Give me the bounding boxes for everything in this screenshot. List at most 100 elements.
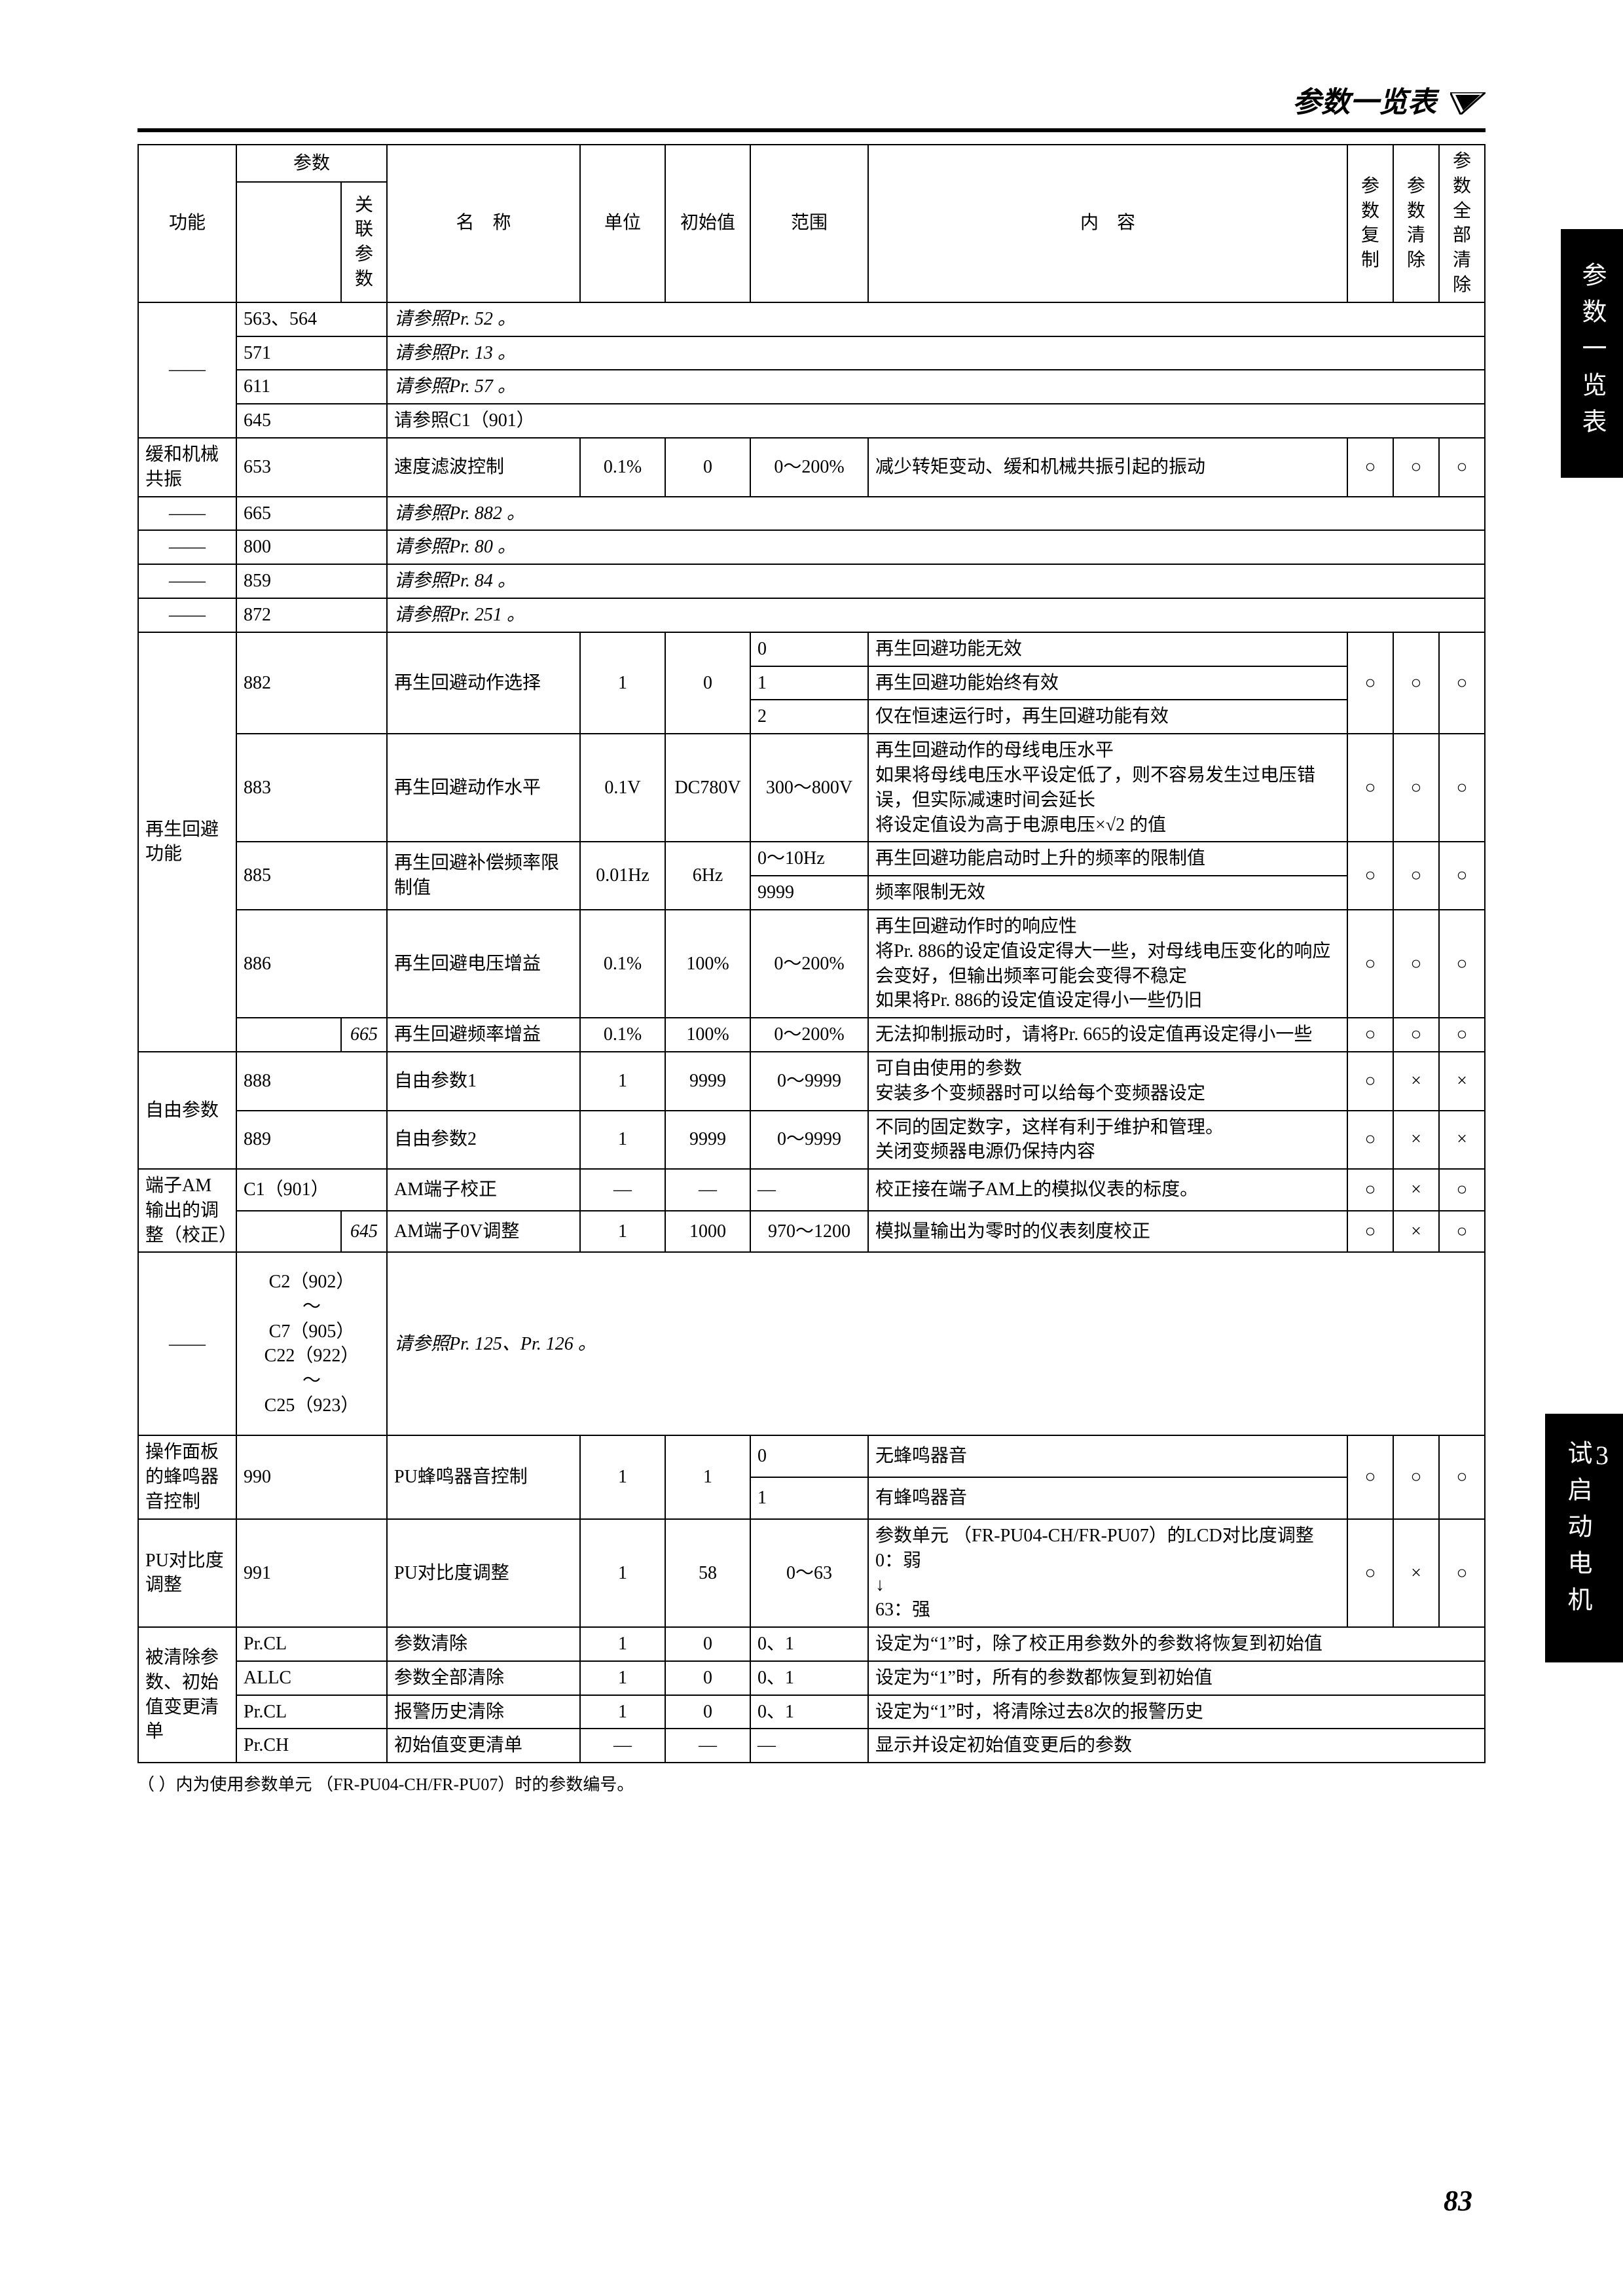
range-cell: — (750, 1729, 868, 1763)
param-cell: C1（901） (236, 1169, 387, 1211)
clr-cell: ○ (1393, 438, 1439, 497)
func-cell: 被清除参数、初始值变更清单 (138, 1627, 236, 1763)
func-cell: —— (138, 497, 236, 531)
th-init: 初始值 (665, 145, 750, 302)
clr-cell: ○ (1393, 910, 1439, 1018)
table-row: —— 563、564 请参照Pr. 52 。 (138, 302, 1485, 336)
th-param-blank (236, 182, 341, 302)
table-row: 665 再生回避频率增益 0.1% 100% 0～200% 无法抑制振动时，请将… (138, 1018, 1485, 1052)
desc-cell: 仅在恒速运行时，再生回避功能有效 (868, 700, 1347, 734)
ref-cell: 请参照Pr. 57 。 (387, 370, 1485, 404)
name-cell: 自由参数1 (387, 1052, 580, 1111)
desc-cell: 设定为“1”时，将清除过去8次的报警历史 (868, 1695, 1485, 1729)
rel-cell: 665 (341, 1018, 387, 1052)
th-rel: 关联参数 (341, 182, 387, 302)
desc-cell: 设定为“1”时，所有的参数都恢复到初始值 (868, 1661, 1485, 1695)
th-unit: 单位 (580, 145, 665, 302)
param-cell: Pr.CL (236, 1627, 387, 1661)
range-cell: 0～10Hz (750, 842, 868, 876)
th-name: 名 称 (387, 145, 580, 302)
copy-cell: ○ (1347, 1052, 1393, 1111)
param-cell (236, 1018, 341, 1052)
range-cell: 0～200% (750, 910, 868, 1018)
range-cell: 0、1 (750, 1695, 868, 1729)
desc-cell: 参数单元 （FR-PU04-CH/FR-PU07）的LCD对比度调整 0：弱 ↓… (868, 1519, 1347, 1627)
header-title-text: 参数一览表 (1292, 86, 1436, 118)
desc-cell: 不同的固定数字，这样有利于维护和管理。 关闭变频器电源仍保持内容 (868, 1111, 1347, 1170)
func-cell: —— (138, 1252, 236, 1435)
func-cell: 缓和机械共振 (138, 438, 236, 497)
init-cell: 9999 (665, 1052, 750, 1111)
param-cell: ALLC (236, 1661, 387, 1695)
unit-cell: 1 (580, 1111, 665, 1170)
aclr-cell: ○ (1439, 842, 1485, 910)
range-cell: 0、1 (750, 1661, 868, 1695)
unit-cell: 0.1% (580, 910, 665, 1018)
unit-cell: 0.1% (580, 1018, 665, 1052)
init-cell: 100% (665, 1018, 750, 1052)
desc-cell: 校正接在端子AM上的模拟仪表的标度。 (868, 1169, 1347, 1211)
clr-cell: × (1393, 1169, 1439, 1211)
range-cell: 0～200% (750, 438, 868, 497)
copy-cell: ○ (1347, 910, 1393, 1018)
unit-cell: 0.01Hz (580, 842, 665, 910)
aclr-cell: ○ (1439, 1169, 1485, 1211)
table-row: Pr.CL 报警历史清除 1 0 0、1 设定为“1”时，将清除过去8次的报警历… (138, 1695, 1485, 1729)
param-cell: 883 (236, 734, 387, 842)
param-cell: 886 (236, 910, 387, 1018)
name-cell: 自由参数2 (387, 1111, 580, 1170)
init-cell: 1 (665, 1435, 750, 1518)
copy-cell: ○ (1347, 1519, 1393, 1627)
desc-cell: 无蜂鸣器音 (868, 1435, 1347, 1477)
side-tab-bottom-text: 试启动电机 (1563, 1440, 1591, 1623)
init-cell: DC780V (665, 734, 750, 842)
ref-cell: 请参照C1（901） (387, 404, 1485, 438)
copy-cell: ○ (1347, 734, 1393, 842)
ref-cell: 请参照Pr. 52 。 (387, 302, 1485, 336)
clr-cell: × (1393, 1519, 1439, 1627)
param-cell: 571 (236, 336, 387, 370)
range-cell: 0～63 (750, 1519, 868, 1627)
name-cell: 初始值变更清单 (387, 1729, 580, 1763)
func-cell: 端子AM输出的调整（校正） (138, 1169, 236, 1252)
table-row: —— 872 请参照Pr. 251 。 (138, 598, 1485, 632)
clr-cell: ○ (1393, 734, 1439, 842)
init-cell: — (665, 1169, 750, 1211)
copy-cell: ○ (1347, 1111, 1393, 1170)
func-cell: —— (138, 598, 236, 632)
ref-cell: 请参照Pr. 125、Pr. 126 。 (387, 1252, 1485, 1435)
clr-cell: ○ (1393, 1018, 1439, 1052)
table-row: —— 800 请参照Pr. 80 。 (138, 530, 1485, 564)
param-cell: 563、564 (236, 302, 387, 336)
th-copy: 参数复制 (1347, 145, 1393, 302)
copy-cell: ○ (1347, 1435, 1393, 1518)
side-tab-top-text: 参数一览表 (1578, 262, 1605, 445)
range-cell: 0～9999 (750, 1052, 868, 1111)
param-cell: 653 (236, 438, 387, 497)
param-cell: 645 (236, 404, 387, 438)
header-arrow-icon (1450, 88, 1486, 122)
range-cell: 0～9999 (750, 1111, 868, 1170)
ref-cell: 请参照Pr. 882 。 (387, 497, 1485, 531)
param-cell (236, 1211, 341, 1253)
init-cell: 1000 (665, 1211, 750, 1253)
copy-cell: ○ (1347, 438, 1393, 497)
table-row: —— 665 请参照Pr. 882 。 (138, 497, 1485, 531)
aclr-cell: ○ (1439, 1211, 1485, 1253)
range-cell: 0、1 (750, 1627, 868, 1661)
table-row: 被清除参数、初始值变更清单 Pr.CL 参数清除 1 0 0、1 设定为“1”时… (138, 1627, 1485, 1661)
table-row: PU对比度调整 991 PU对比度调整 1 58 0～63 参数单元 （FR-P… (138, 1519, 1485, 1627)
name-cell: 再生回避动作水平 (387, 734, 580, 842)
table-row: ALLC 参数全部清除 1 0 0、1 设定为“1”时，所有的参数都恢复到初始值 (138, 1661, 1485, 1695)
param-cell: 885 (236, 842, 387, 910)
table-row: 889 自由参数2 1 9999 0～9999 不同的固定数字，这样有利于维护和… (138, 1111, 1485, 1170)
param-cell: 665 (236, 497, 387, 531)
desc-cell: 可自由使用的参数 安装多个变频器时可以给每个变频器设定 (868, 1052, 1347, 1111)
init-cell: 0 (665, 632, 750, 734)
param-cell: 990 (236, 1435, 387, 1518)
name-cell: 参数清除 (387, 1627, 580, 1661)
clr-cell: × (1393, 1211, 1439, 1253)
side-tab-num: 3 (1596, 1440, 1609, 1471)
init-cell: 6Hz (665, 842, 750, 910)
ref-cell: 请参照Pr. 251 。 (387, 598, 1485, 632)
